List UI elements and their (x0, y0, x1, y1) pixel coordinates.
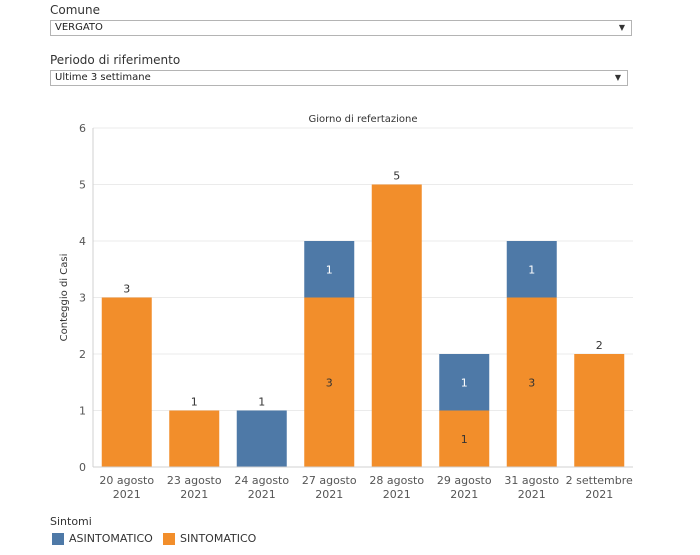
bar-total-label: 1 (258, 396, 265, 409)
x-tick-label: 2 settembre (566, 474, 633, 487)
x-tick-label: 2021 (248, 488, 276, 501)
y-tick-label: 6 (79, 122, 86, 135)
bar-total-label: 2 (596, 339, 603, 352)
bar-segment-asintomatico (236, 410, 287, 467)
chevron-down-icon[interactable]: ▼ (618, 23, 625, 32)
x-tick-label: 28 agosto (369, 474, 424, 487)
y-tick-label: 5 (79, 179, 86, 192)
bar-segment-sintomatico (574, 354, 625, 467)
x-tick-label: 2021 (450, 488, 478, 501)
x-tick-label: 2021 (518, 488, 546, 501)
legend-swatch-sintomatico (163, 532, 175, 545)
comune-dropdown[interactable]: VERGATO ▼ (50, 20, 632, 36)
periodo-selected-value: Ultime 3 settimane (55, 72, 151, 83)
comune-selected-value: VERGATO (55, 22, 103, 33)
x-tick-label: 29 agosto (437, 474, 492, 487)
legend-label-sintomatico: SINTOMATICO (180, 532, 257, 545)
bar-value-label-sintomatico: 3 (528, 376, 535, 389)
x-tick-label: 31 agosto (504, 474, 559, 487)
x-tick-label: 24 agosto (234, 474, 289, 487)
chevron-down-icon[interactable]: ▼ (614, 73, 621, 82)
bar-segment-sintomatico (101, 297, 152, 467)
bar-segment-sintomatico (169, 410, 220, 467)
y-tick-label: 0 (79, 461, 86, 474)
x-tick-label: 27 agosto (302, 474, 357, 487)
x-tick-label: 2021 (180, 488, 208, 501)
x-tick-label: 23 agosto (167, 474, 222, 487)
bar-segment-asintomatico (506, 241, 557, 298)
bar-segment-asintomatico (439, 354, 490, 411)
x-tick-label: 2021 (383, 488, 411, 501)
y-tick-label: 4 (79, 235, 86, 248)
x-tick-label: 20 agosto (99, 474, 154, 487)
bar-segment-sintomatico (371, 184, 422, 467)
bar-value-label-sintomatico: 1 (461, 433, 468, 446)
y-tick-label: 3 (79, 292, 86, 305)
legend-label-asintomatico: ASINTOMATICO (69, 532, 153, 545)
x-tick-label: 2021 (113, 488, 141, 501)
chart-title: Giorno di refertazione (308, 114, 417, 125)
periodo-filter-label: Periodo di riferimento (50, 53, 181, 67)
legend-item-asintomatico[interactable]: ASINTOMATICO (52, 532, 153, 545)
bar-total-label: 5 (393, 170, 400, 183)
legend-title: Sintomi (50, 515, 92, 528)
bar-value-label-asintomatico: 1 (461, 376, 468, 389)
bar-segment-asintomatico (304, 241, 355, 298)
bar-value-label-asintomatico: 1 (528, 263, 535, 276)
bar-segment-sintomatico (506, 297, 557, 467)
y-tick-label: 1 (79, 405, 86, 418)
legend-item-sintomatico[interactable]: SINTOMATICO (163, 532, 256, 545)
comune-filter-label: Comune (50, 3, 101, 17)
stacked-bar-chart: Giorno di refertazione 0 1 2 3 4 5 6 Conteggio d… (59, 114, 633, 501)
x-tick-label: 2021 (585, 488, 613, 501)
bar-value-label-sintomatico: 3 (326, 376, 333, 389)
bar-segment-sintomatico (439, 410, 490, 467)
bar-total-label: 3 (123, 283, 130, 296)
bar-segment-sintomatico (304, 297, 355, 467)
x-tick-label: 2021 (315, 488, 343, 501)
bar-value-label-asintomatico: 1 (326, 263, 333, 276)
y-axis-title: Conteggio di Casi (59, 254, 70, 342)
legend-swatch-asintomatico (52, 532, 64, 545)
y-tick-label: 2 (79, 348, 86, 361)
periodo-dropdown[interactable]: Ultime 3 settimane ▼ (50, 70, 628, 86)
bar-total-label: 1 (191, 396, 198, 409)
